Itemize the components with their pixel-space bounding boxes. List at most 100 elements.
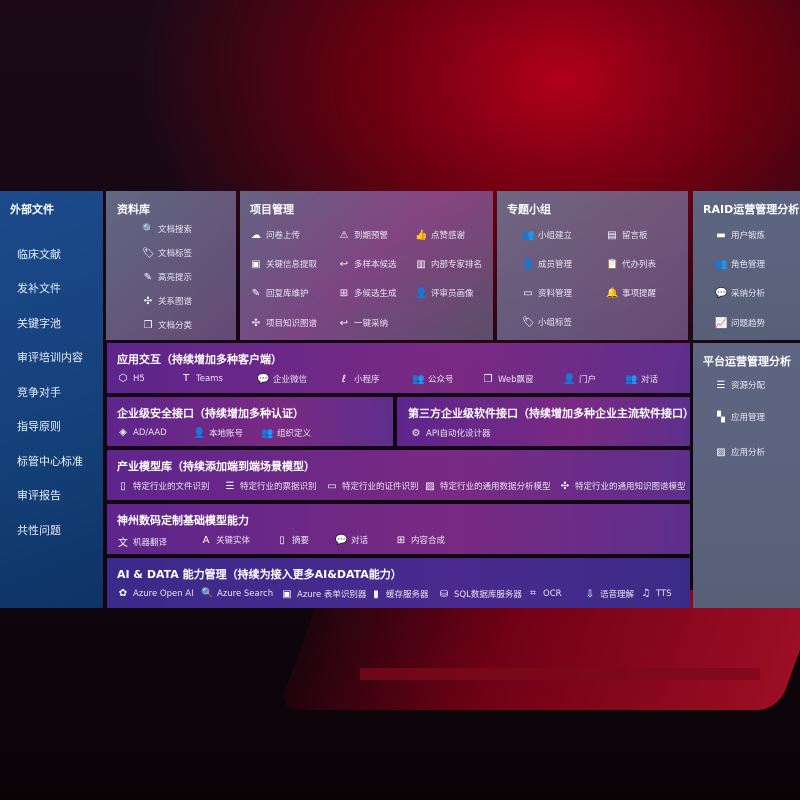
external-item[interactable]: 竞争对手 (17, 384, 61, 400)
group-item[interactable]: 🔔 事项提醒 (606, 287, 656, 300)
external-item[interactable]: 指导原则 (17, 418, 61, 434)
project-item[interactable]: ☁ 问卷上传 (250, 229, 300, 242)
item-label: 语音理解 (600, 590, 635, 600)
raid-item[interactable]: 📈 问题趋势 (715, 317, 765, 330)
library-item[interactable]: ✣ 关系图谱 (142, 295, 192, 308)
external-item[interactable]: 审评培训内容 (17, 349, 83, 365)
app-item[interactable]: T Teams (180, 373, 223, 384)
industry-item[interactable]: ☰ 特定行业的票据识别 (224, 480, 317, 493)
project-item[interactable]: ✎ 回复库维护 (250, 287, 309, 300)
ai-item[interactable]: ⇩ 语音理解 (584, 588, 635, 601)
item-label: 特定行业的票据识别 (240, 482, 317, 492)
raid-item[interactable]: 👥 角色管理 (715, 258, 765, 271)
reply-icon: ↩ (339, 258, 349, 270)
library-item[interactable]: 🔍 文档搜索 (142, 223, 192, 236)
project-item[interactable]: ▥ 内部专家排名 (415, 258, 482, 271)
project-item[interactable]: 👤 评审员画像 (415, 287, 474, 300)
project-item[interactable]: ↩ 多样本候选 (338, 258, 397, 271)
item-label: 门户 (579, 375, 597, 385)
project-item[interactable]: ↩ 一键采纳 (338, 317, 388, 330)
app-item[interactable]: ❐ Web飘窗 (482, 373, 534, 386)
app-item[interactable]: 💬 企业微信 (257, 373, 307, 386)
item-label: 项目知识图谱 (266, 319, 318, 329)
external-item[interactable]: 临床文献 (17, 246, 61, 262)
item-label: 特定行业的文件识别 (133, 482, 210, 492)
group-item[interactable]: ▭ 资料管理 (522, 287, 572, 300)
library-item[interactable]: ✎ 高亮提示 (142, 271, 192, 284)
platform-item[interactable]: ▨ 应用分析 (715, 446, 765, 459)
industry-item[interactable]: ▯ 特定行业的文件识别 (117, 480, 210, 493)
ai-item[interactable]: ✿ Azure Open AI (117, 588, 194, 599)
app-item[interactable]: ℓ 小程序 (338, 373, 380, 386)
thirdparty-item[interactable]: ⚙ API自动化设计器 (410, 427, 491, 440)
group-item[interactable]: 👤 成员管理 (522, 258, 572, 271)
platform-item[interactable]: ☰ 资源分配 (715, 379, 766, 392)
external-item[interactable]: 关键字池 (17, 315, 61, 331)
item-label: 用户锻炼 (731, 231, 766, 241)
app-item[interactable]: 👥 公众号 (412, 373, 454, 386)
portal-icon: 👤 (563, 373, 576, 385)
item-label: 组织定义 (277, 429, 312, 439)
raid-item[interactable]: ▬ 用户锻炼 (715, 229, 766, 242)
external-item[interactable]: 审评报告 (17, 487, 61, 503)
item-label: 特定行业的通用知识图谱模型 (575, 482, 686, 492)
base-item[interactable]: 💬 对话 (335, 534, 368, 547)
industry-item[interactable]: ▨ 特定行业的通用数据分析模型 (424, 480, 550, 493)
tag-icon: 🏷 (142, 247, 155, 259)
item-label: API自动化设计器 (426, 429, 491, 439)
security-item[interactable]: ◈ AD/AAD (117, 427, 167, 438)
ai-item[interactable]: ♫ TTS (640, 588, 672, 599)
app-item[interactable]: 👥 对话 (625, 373, 658, 386)
chat-bubble-icon: 💬 (335, 534, 348, 546)
group-item[interactable]: ▤ 留言板 (606, 229, 647, 242)
industry-item[interactable]: ▭ 特定行业的证件识别 (326, 480, 418, 493)
project-item[interactable]: 👍 点赞感谢 (415, 229, 465, 242)
project-item[interactable]: ✣ 项目知识图谱 (250, 317, 318, 330)
ai-item[interactable]: ▮ 缓存服务器 (370, 588, 429, 601)
apps-icon: ▚ (717, 411, 725, 423)
external-item[interactable]: 共性问题 (17, 522, 61, 538)
ad-icon: ◈ (119, 427, 127, 438)
platform-panel: 平台运营管理分析 ☰ 资源分配 ▚ 应用管理 ▨ 应用分析 (693, 343, 800, 608)
project-item[interactable]: ⊞ 多候选生成 (338, 287, 397, 300)
item-label: 本地账号 (209, 429, 244, 439)
official-account-icon: 👥 (412, 373, 425, 385)
panel-title: 企业级安全接口（持续增加多种认证） (117, 407, 304, 420)
item-label: 共性问题 (17, 524, 61, 537)
item-label: Azure Search (217, 588, 274, 599)
app-item[interactable]: 👤 门户 (563, 373, 597, 386)
external-item[interactable]: 发补文件 (17, 280, 61, 296)
industry-item[interactable]: ✣ 特定行业的通用知识图谱模型 (559, 480, 686, 493)
base-item[interactable]: A 关键实体 (200, 534, 250, 547)
item-label: 审评报告 (17, 489, 61, 502)
project-item[interactable]: ⚠ 到期预警 (338, 229, 389, 242)
security-item[interactable]: 👥 组织定义 (261, 427, 312, 440)
ai-item[interactable]: 🔍 Azure Search (201, 588, 273, 599)
project-item[interactable]: ▣ 关键信息提取 (250, 258, 317, 271)
panel-title: 外部文件 (10, 203, 54, 216)
item-label: 到期预警 (354, 231, 389, 241)
group-item[interactable]: 👥 小组建立 (522, 229, 572, 242)
raid-item[interactable]: 💬 采纳分析 (715, 287, 765, 300)
item-label: 缓存服务器 (386, 590, 429, 600)
ai-item[interactable]: ⛁ SQL数据库服务器 (438, 588, 522, 601)
base-item[interactable]: 文机器翻译 (117, 534, 167, 550)
alarm-icon: ⚠ (339, 229, 349, 241)
app-item[interactable]: ⬡ H5 (117, 373, 145, 384)
group-item[interactable]: 📋 代办列表 (606, 258, 656, 271)
item-label: 标管中心标准 (17, 455, 83, 468)
base-item[interactable]: ⊞ 内容合成 (395, 534, 445, 547)
industry-model-panel: 产业模型库（持续添加端到端场景模型） ▯ 特定行业的文件识别 ☰ 特定行业的票据识别 ▭ 特… (107, 450, 690, 500)
ai-item[interactable]: ▣ Azure 表单识别器 (281, 588, 366, 601)
ai-item[interactable]: ⌗ OCR (527, 588, 561, 599)
reply-icon: ↩ (339, 317, 349, 329)
external-item[interactable]: 标管中心标准 (17, 453, 83, 469)
ai-data-panel: AI & DATA 能力管理（持续为接入更多AI&DATA能力） ✿ Azure O… (107, 558, 690, 608)
base-item[interactable]: ▯ 摘要 (276, 534, 309, 547)
group-icon: 👥 (522, 229, 535, 241)
library-item[interactable]: ❐ 文档分类 (142, 319, 193, 332)
security-item[interactable]: 👤 本地账号 (193, 427, 244, 440)
library-item[interactable]: 🏷 文档标签 (142, 247, 192, 260)
group-item[interactable]: 🏷 小组标签 (522, 316, 572, 329)
platform-item[interactable]: ▚ 应用管理 (715, 411, 765, 424)
